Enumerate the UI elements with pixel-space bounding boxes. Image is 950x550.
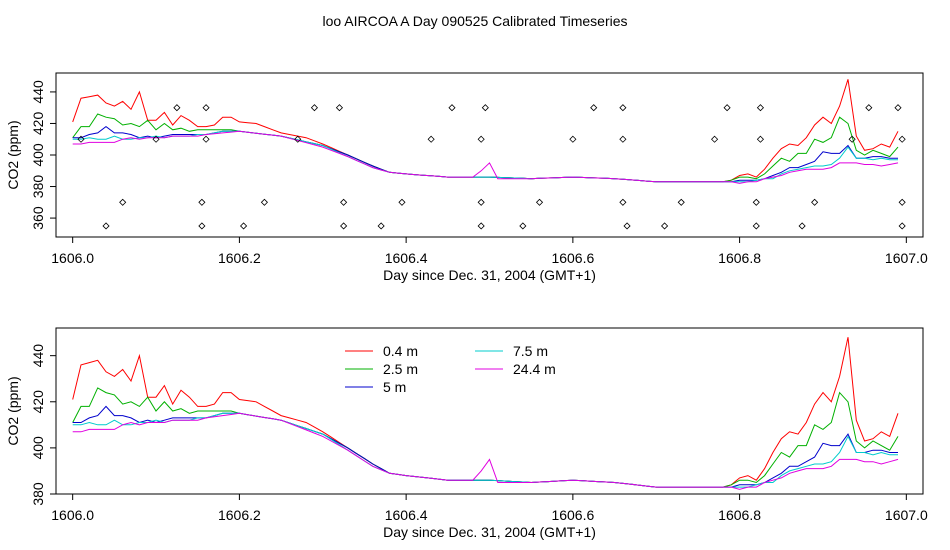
y-tick-label: 400 [30,143,46,167]
data-marker [448,104,456,112]
data-marker [77,135,85,143]
data-marker [894,104,902,112]
data-marker [202,104,210,112]
data-marker [294,135,302,143]
x-axis-label: Day since Dec. 31, 2004 (GMT+1) [383,267,596,283]
legend-label: 24.4 m [513,361,556,377]
data-marker [811,198,819,206]
x-tick-label: 1606.0 [51,250,94,266]
x-tick-label: 1606.0 [51,507,94,523]
data-marker [677,198,685,206]
x-tick-label: 1606.2 [218,507,261,523]
series-line-2-5-m [72,113,899,183]
data-marker [152,135,160,143]
data-marker [198,222,206,230]
data-marker [619,198,627,206]
plot-frame [55,327,924,495]
x-axis-label: Day since Dec. 31, 2004 (GMT+1) [383,524,596,540]
figure-title: loo AIRCOA A Day 090525 Calibrated Times… [322,13,627,29]
data-marker [198,198,206,206]
x-tick-label: 1607.0 [885,507,928,523]
x-tick-label: 1606.6 [551,250,594,266]
y-tick-label: 420 [30,390,46,414]
legend-label: 0.4 m [383,343,418,359]
data-marker [335,104,344,112]
data-marker [798,222,806,230]
legend-label: 2.5 m [383,361,418,377]
data-marker [898,222,906,230]
data-marker [661,222,669,230]
x-tick-label: 1607.0 [885,250,928,266]
series-line-7-5-m [72,412,898,488]
data-marker [427,135,435,143]
x-tick-label: 1606.2 [218,250,261,266]
series-line-2-5-m [72,387,899,488]
panel-top: 1606.0 1606.2 1606.4 1606.6 1606.8 1607.0 360 3… [5,72,928,283]
data-marker [711,135,719,143]
data-marker [865,104,873,112]
data-marker [535,198,544,206]
data-marker [310,104,318,112]
data-marker [377,222,385,230]
data-marker [477,198,485,206]
data-marker [481,104,489,112]
data-marker [756,104,765,112]
data-marker [619,135,627,143]
x-tick-label: 1606.4 [385,507,428,523]
data-marker [340,222,348,230]
data-marker [119,198,127,206]
data-marker [519,222,527,230]
x-tick-label: 1606.8 [718,250,761,266]
y-tick-label: 400 [30,436,46,460]
y-tick-label: 440 [30,344,46,368]
data-marker [340,198,348,206]
data-marker [898,198,906,206]
data-marker [752,198,760,206]
data-marker [260,198,268,206]
x-tick-label: 1606.4 [385,250,428,266]
data-marker [590,104,598,112]
legend-label: 5 m [383,379,406,395]
data-marker [477,222,485,230]
y-tick-label: 420 [30,112,46,136]
data-marker [398,198,406,206]
data-marker [569,135,577,143]
y-tick-label: 360 [30,206,46,230]
y-tick-label: 380 [30,482,46,506]
data-marker [102,222,110,230]
legend-label: 7.5 m [513,343,548,359]
x-tick-label: 1606.8 [718,507,761,523]
data-marker [848,135,856,143]
data-marker [752,222,760,230]
y-axis-label: CO2 (ppm) [5,376,21,445]
data-marker [756,135,765,143]
y-axis-label: CO2 (ppm) [5,120,21,189]
series-line-24-4-m [72,412,899,490]
panel-bottom: 1606.0 1606.2 1606.4 1606.6 1606.8 1607.0 380 4… [5,327,928,540]
series-line-24-4-m [72,130,899,184]
x-tick-label: 1606.6 [551,507,594,523]
data-marker [240,222,248,230]
data-marker [723,104,731,112]
data-marker [623,222,631,230]
data-marker [202,135,210,143]
data-marker [477,135,485,143]
data-marker [898,135,906,143]
y-tick-label: 440 [30,80,46,104]
y-tick-label: 380 [30,175,46,199]
data-marker [619,104,627,112]
data-marker [173,104,181,112]
plot-frame [55,72,924,238]
